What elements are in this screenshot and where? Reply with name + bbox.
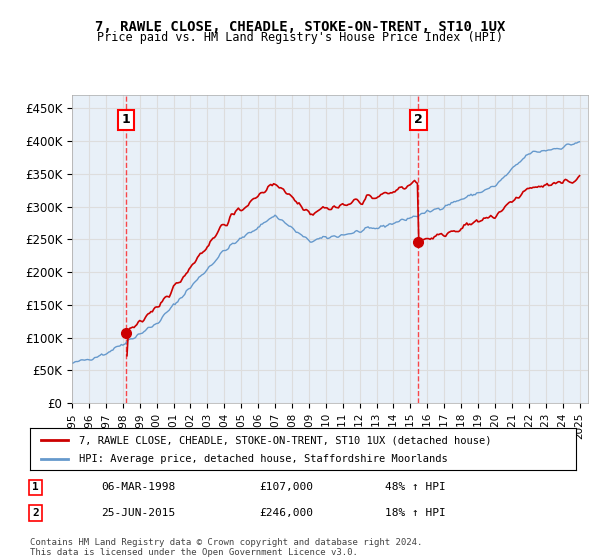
Text: 2: 2	[414, 113, 423, 127]
Text: HPI: Average price, detached house, Staffordshire Moorlands: HPI: Average price, detached house, Staf…	[79, 454, 448, 464]
Text: 1: 1	[121, 113, 130, 127]
Text: Contains HM Land Registry data © Crown copyright and database right 2024.
This d: Contains HM Land Registry data © Crown c…	[30, 538, 422, 557]
Text: 7, RAWLE CLOSE, CHEADLE, STOKE-ON-TRENT, ST10 1UX (detached house): 7, RAWLE CLOSE, CHEADLE, STOKE-ON-TRENT,…	[79, 435, 491, 445]
Text: £107,000: £107,000	[259, 482, 313, 492]
Text: 25-JUN-2015: 25-JUN-2015	[101, 508, 175, 518]
Text: 18% ↑ HPI: 18% ↑ HPI	[385, 508, 446, 518]
Text: 06-MAR-1998: 06-MAR-1998	[101, 482, 175, 492]
Text: 7, RAWLE CLOSE, CHEADLE, STOKE-ON-TRENT, ST10 1UX: 7, RAWLE CLOSE, CHEADLE, STOKE-ON-TRENT,…	[95, 20, 505, 34]
Text: 48% ↑ HPI: 48% ↑ HPI	[385, 482, 446, 492]
Text: 2: 2	[32, 508, 39, 518]
Text: Price paid vs. HM Land Registry's House Price Index (HPI): Price paid vs. HM Land Registry's House …	[97, 31, 503, 44]
Text: 1: 1	[32, 482, 39, 492]
Text: £246,000: £246,000	[259, 508, 313, 518]
